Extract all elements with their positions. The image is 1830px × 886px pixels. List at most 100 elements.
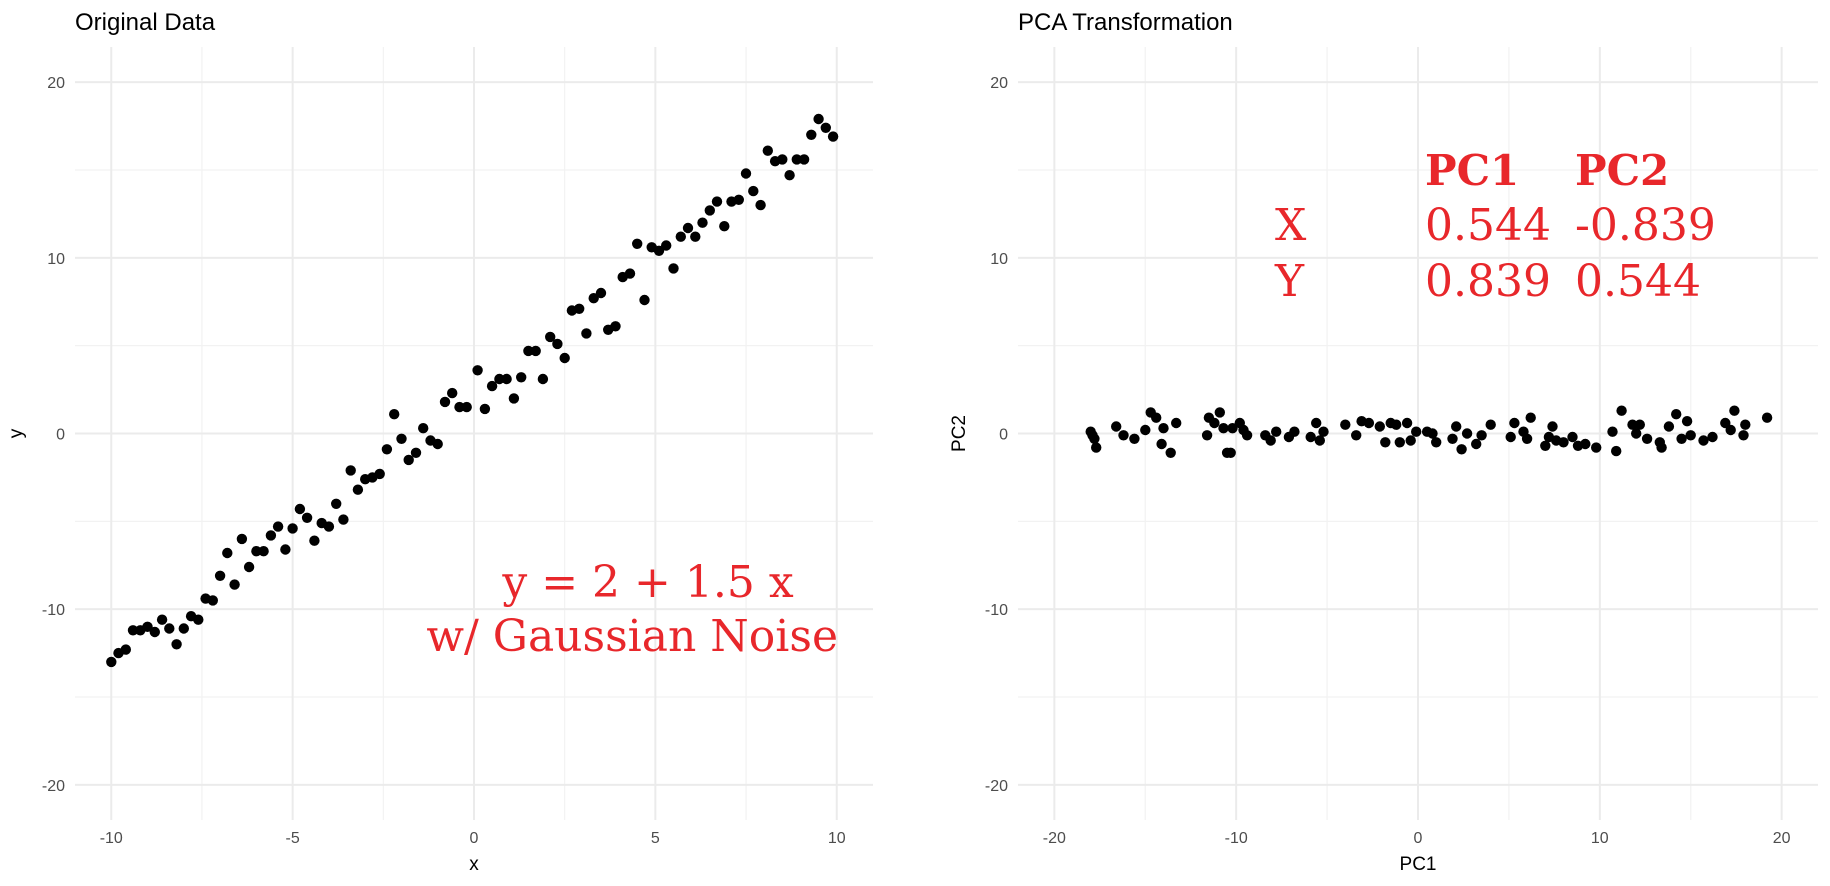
data-point	[193, 614, 204, 625]
y-tick-label: -10	[42, 602, 65, 619]
x-tick-label: 5	[651, 830, 660, 847]
data-point	[552, 338, 563, 350]
data-point	[479, 403, 491, 415]
data-point	[523, 345, 534, 357]
data-point	[1427, 428, 1438, 439]
y-tick-label: 0	[999, 427, 1008, 444]
data-point	[1351, 430, 1362, 441]
x-tick-label: 10	[1591, 830, 1609, 847]
y-tick-label: 10	[990, 251, 1008, 268]
data-point	[251, 546, 262, 557]
data-point	[697, 217, 708, 228]
loadings-value: 0.839	[1425, 256, 1551, 307]
data-point	[653, 245, 665, 256]
x-tick-label: -5	[286, 830, 300, 847]
data-point	[1738, 430, 1749, 441]
data-point	[791, 154, 802, 165]
data-point	[632, 238, 643, 249]
data-point	[1607, 426, 1618, 437]
data-point	[323, 521, 335, 532]
data-point	[1201, 430, 1213, 441]
data-point	[338, 514, 349, 525]
data-point	[733, 194, 744, 205]
data-point	[410, 447, 422, 458]
data-point	[374, 468, 385, 480]
data-point	[798, 154, 810, 165]
data-point	[127, 625, 139, 636]
loadings-value: 0.544	[1425, 200, 1551, 251]
data-point	[1374, 421, 1386, 432]
data-point	[1129, 433, 1140, 444]
data-point	[820, 122, 831, 133]
data-point	[494, 373, 505, 385]
data-point	[1265, 435, 1276, 446]
data-point	[675, 231, 686, 242]
chart-title: Original Data	[75, 9, 216, 36]
loadings-row-label: X	[1275, 200, 1307, 251]
data-point	[294, 503, 306, 515]
chart-title: PCA Transformation	[1018, 9, 1233, 36]
data-point	[1525, 412, 1536, 423]
data-point	[1558, 437, 1569, 448]
data-point	[581, 328, 592, 339]
data-point	[439, 396, 451, 408]
data-point	[1761, 412, 1773, 423]
data-point	[777, 154, 788, 165]
data-point	[1461, 428, 1473, 439]
data-point	[1165, 447, 1176, 458]
data-point	[1676, 433, 1687, 444]
data-point	[331, 498, 342, 509]
data-point	[806, 129, 817, 140]
data-point	[229, 579, 240, 590]
data-point	[755, 199, 766, 211]
data-point	[149, 626, 160, 638]
data-point	[222, 547, 233, 559]
data-point	[1158, 423, 1169, 434]
data-point	[454, 401, 465, 413]
data-point	[1305, 431, 1316, 443]
data-point	[1707, 431, 1718, 443]
data-point	[1227, 423, 1238, 434]
loadings-header: PC1	[1425, 146, 1519, 195]
loadings-value: -0.839	[1575, 200, 1716, 251]
data-point	[352, 484, 364, 495]
data-point	[1451, 421, 1462, 432]
data-point	[1580, 438, 1591, 450]
data-point	[171, 639, 182, 650]
data-point	[668, 263, 679, 274]
x-axis-label: PC1	[1400, 854, 1437, 875]
data-point	[403, 454, 414, 466]
data-point	[1540, 440, 1551, 451]
data-point	[1340, 419, 1351, 430]
y-tick-label: -20	[42, 778, 65, 795]
data-point	[1405, 435, 1416, 446]
data-point	[472, 365, 483, 376]
data-point	[1641, 433, 1653, 444]
data-point	[1111, 421, 1122, 432]
data-point	[1663, 421, 1675, 432]
data-point	[1091, 442, 1102, 453]
data-point	[574, 303, 585, 314]
data-point	[1521, 433, 1533, 444]
data-point	[1394, 437, 1406, 448]
data-point	[120, 644, 131, 655]
data-point	[106, 656, 117, 668]
data-point	[827, 131, 839, 142]
data-point	[1616, 405, 1627, 416]
data-point	[164, 623, 175, 634]
y-tick-label: 10	[47, 251, 65, 268]
data-point	[690, 231, 701, 242]
noise-annotation: w/ Gaussian Noise	[426, 611, 838, 662]
data-point	[243, 561, 255, 573]
data-point	[447, 387, 458, 399]
data-point	[258, 546, 269, 557]
data-point	[1698, 435, 1709, 446]
data-point	[813, 113, 824, 125]
equation-annotation: y = 2 + 1.5 x	[501, 557, 793, 608]
data-point	[530, 345, 541, 357]
data-point	[1681, 416, 1693, 427]
data-point	[1241, 430, 1253, 441]
loadings-header: PC2	[1575, 146, 1669, 195]
x-tick-label: 0	[470, 830, 479, 847]
